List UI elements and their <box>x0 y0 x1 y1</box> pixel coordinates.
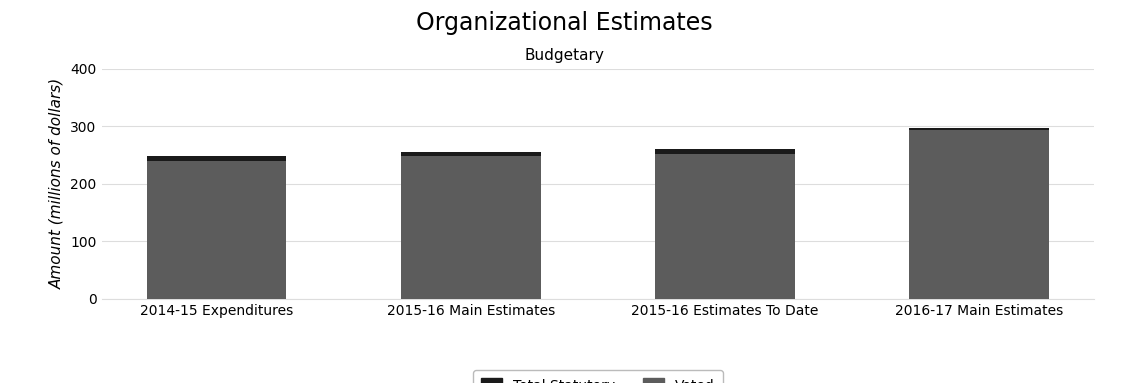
Bar <box>909 128 1049 130</box>
Y-axis label: Amount (millions of dollars): Amount (millions of dollars) <box>50 78 64 290</box>
Bar <box>400 152 540 156</box>
Bar <box>655 149 795 154</box>
Bar <box>909 130 1049 299</box>
Text: Organizational Estimates: Organizational Estimates <box>416 11 712 36</box>
Text: Budgetary: Budgetary <box>525 48 603 63</box>
Bar <box>655 154 795 299</box>
Bar <box>147 161 287 299</box>
Bar <box>400 156 540 299</box>
Legend: Total Statutory, Voted: Total Statutory, Voted <box>473 370 723 383</box>
Bar <box>147 156 287 161</box>
